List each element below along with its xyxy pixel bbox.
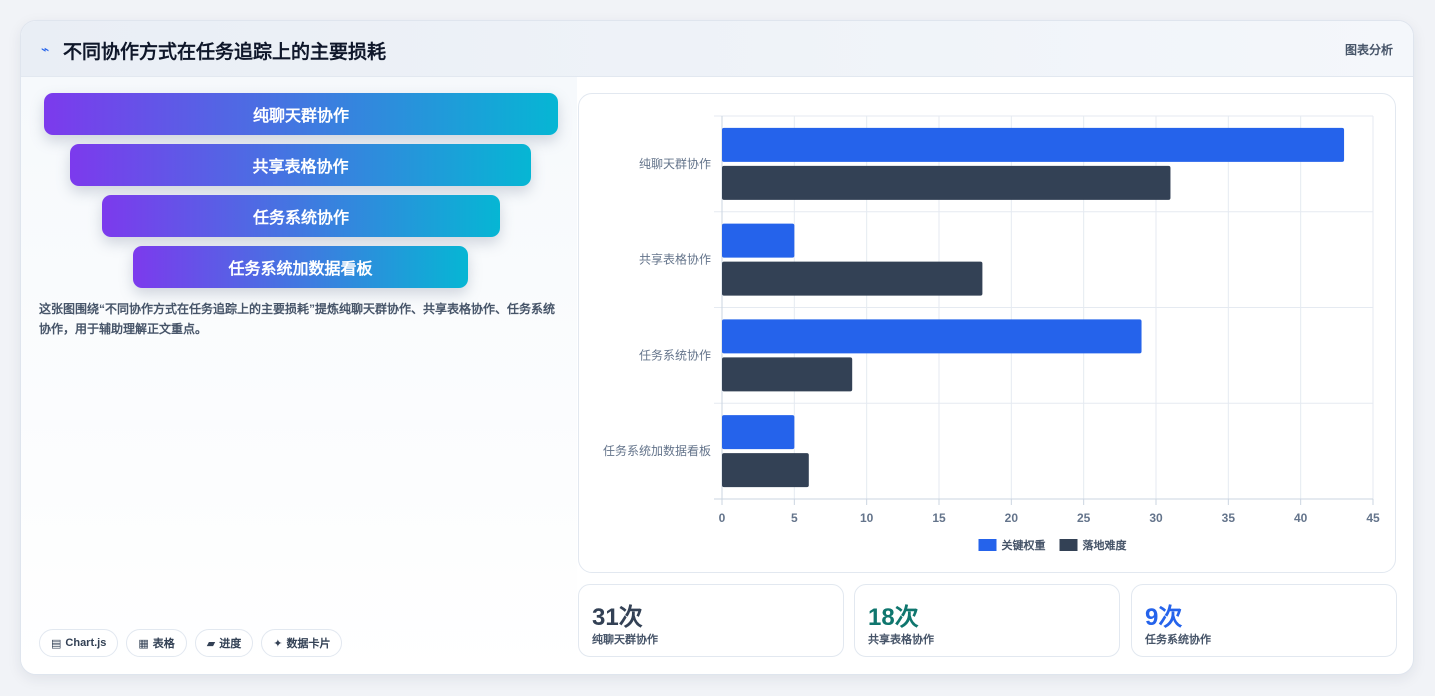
bar-key-weight [722, 223, 795, 258]
legend-label: 关键权重 [1002, 538, 1046, 552]
x-tick-label: 25 [1077, 511, 1091, 525]
bar-chart: 0 5 10 15 20 25 30 35 40 45 纯聊天群协作共享表格协作任务系统协作任务系统… [603, 115, 1380, 552]
funnel-item-task-system: 任务系统协作 [102, 195, 500, 237]
chip-label: 表格 [152, 638, 175, 650]
bar-difficulty [722, 357, 853, 392]
y-tick-label: 纯聊天群协作 [639, 156, 711, 171]
chart-icon: ▤ [51, 637, 62, 650]
x-tick-label: 20 [1005, 511, 1019, 525]
progress-icon: ▰ [206, 637, 216, 650]
x-tick-label: 10 [860, 511, 874, 525]
x-tick-label: 5 [791, 511, 798, 525]
x-tick-label: 45 [1366, 511, 1380, 525]
chip-label: 数据卡片 [286, 638, 331, 650]
page-title: 不同协作方式在任务追踪上的主要损耗 [63, 42, 387, 63]
bar-difficulty [722, 165, 1171, 200]
tech-chips: ▤ Chart.js ▦ 表格 ▰ 进度 ✦ 数据卡片 [39, 629, 343, 657]
x-tick-label: 35 [1222, 511, 1236, 525]
bar-difficulty [722, 453, 809, 488]
chart-description: 这张图围绕“不同协作方式在任务追踪上的主要损耗”提炼纯聊天群协作、共享表格协作、… [39, 302, 556, 336]
stat-value: 18次 [868, 604, 919, 631]
stat-label: 纯聊天群协作 [592, 634, 658, 646]
y-tick-label: 共享表格协作 [639, 252, 711, 267]
x-tick-label: 15 [932, 511, 946, 525]
stat-card-chat-group: 31次 纯聊天群协作 [578, 584, 844, 657]
chip-chartjs[interactable]: ▤ Chart.js [39, 629, 119, 657]
y-tick-label: 任务系统加数据看板 [603, 443, 711, 458]
chip-table[interactable]: ▦ 表格 [126, 629, 187, 657]
legend-swatch [1059, 539, 1078, 551]
y-tick-label: 任务系统协作 [639, 347, 711, 362]
bar-key-weight [722, 415, 795, 450]
chart-line-icon: ⌁ [41, 41, 50, 57]
legend-swatch [978, 539, 997, 551]
funnel-item-chat-group: 纯聊天群协作 [44, 93, 558, 135]
stat-value: 31次 [592, 604, 643, 631]
stat-value: 9次 [1145, 604, 1183, 631]
chip-label: 进度 [219, 638, 242, 650]
x-tick-label: 30 [1149, 511, 1163, 525]
card-header: ⌁ 不同协作方式在任务追踪上的主要损耗 图表分析 [21, 21, 1413, 77]
funnel-item-shared-table: 共享表格协作 [70, 144, 531, 186]
bar-key-weight [722, 127, 1345, 162]
chip-progress[interactable]: ▰ 进度 [194, 629, 254, 657]
stat-card-task-system: 9次 任务系统协作 [1131, 584, 1397, 657]
stat-label: 任务系统协作 [1145, 634, 1211, 646]
stat-card-shared-table: 18次 共享表格协作 [854, 584, 1120, 657]
chip-label: Chart.js [65, 637, 107, 649]
chart-panel: 0 5 10 15 20 25 30 35 40 45 纯聊天群协作 共享表格协作 任务系统协作任务系统… [578, 93, 1396, 573]
left-panel: 纯聊天群协作 共享表格协作 任务系统协作 任务系统加数据看板 这张图围绕“不同协… [21, 77, 577, 674]
data-card-icon: ✦ [273, 637, 283, 650]
main-card: ⌁ 不同协作方式在任务追踪上的主要损耗 图表分析 纯聊天群协作 共享表格协作 任… [20, 20, 1414, 675]
table-icon: ▦ [138, 637, 149, 650]
bar-difficulty [722, 261, 983, 296]
legend-label: 落地难度 [1083, 538, 1128, 552]
bar-key-weight [722, 319, 1142, 354]
x-tick-label: 0 [719, 511, 726, 525]
funnel-item-task-dashboard: 任务系统加数据看板 [133, 246, 468, 288]
x-tick-label: 40 [1294, 511, 1308, 525]
chart-analysis-tag: 图表分析 [1344, 43, 1393, 57]
chip-data-card[interactable]: ✦ 数据卡片 [261, 629, 343, 657]
stat-label: 共享表格协作 [868, 634, 934, 646]
